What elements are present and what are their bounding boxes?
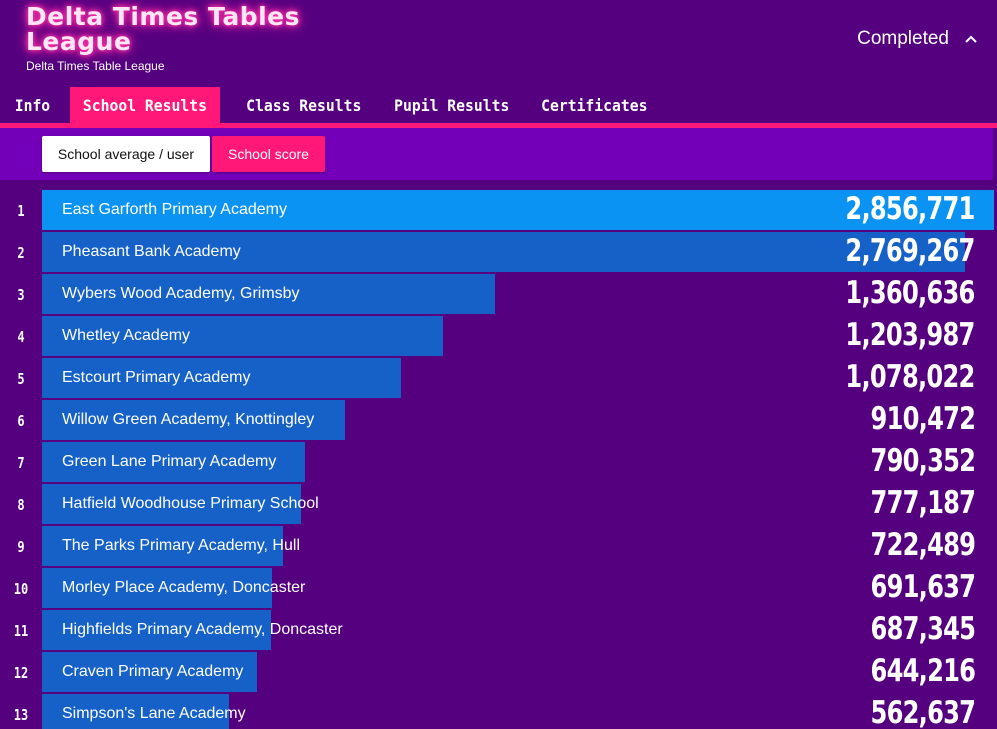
school-score: 2,856,771 [845,191,976,227]
school-score: 790,352 [870,443,975,479]
score-bar [42,442,305,482]
school-score-button[interactable]: School score [212,136,325,172]
score-bar [42,274,495,314]
school-name: Morley Place Academy, Doncaster [62,579,306,596]
score-bar [42,568,272,608]
app-title: Delta Times Tables League [26,2,301,56]
rank-number: 8 [17,496,25,514]
result-row[interactable]: 11 Highfields Primary Academy, Doncaster 6… [0,610,997,652]
score-bar [42,232,965,272]
school-score: 2,769,267 [845,233,976,269]
result-row[interactable]: 10 Morley Place Academy, Doncaster 691,637 [0,568,997,610]
school-name: Hatfield Woodhouse Primary School [62,495,319,512]
score-bar [42,190,994,230]
school-score: 644,216 [870,653,975,689]
score-bar [42,358,401,398]
school-name: Whetley Academy [62,327,191,344]
tab-certificates[interactable]: Certificates [540,95,648,115]
school-score: 1,078,022 [845,359,976,395]
school-name: Simpson's Lane Academy [62,705,246,722]
results-list: 1 East Garforth Primary Academy 2,856,771 2… [0,190,997,729]
tab-school-results[interactable]: School Results [69,87,220,123]
view-toggle-bar: School average / user School score [0,128,993,180]
tab-info[interactable]: Info [14,95,51,115]
result-row[interactable]: 7 Green Lane Primary Academy 790,352 [0,442,997,484]
school-name: The Parks Primary Academy, Hull [62,537,300,554]
rank-number: 3 [17,286,25,304]
score-bar [42,526,283,566]
score-bar [42,652,257,692]
school-name: Wybers Wood Academy, Grimsby [62,285,300,302]
score-bar [42,400,345,440]
school-name: Estcourt Primary Academy [62,369,251,386]
school-score: 691,637 [870,569,975,605]
school-average-button[interactable]: School average / user [42,136,210,172]
school-name: Green Lane Primary Academy [62,453,277,470]
tab-class-results[interactable]: Class Results [246,95,362,115]
result-row[interactable]: 6 Willow Green Academy, Knottingley 910,47… [0,400,997,442]
school-score: 1,203,987 [845,317,976,353]
status-toggle[interactable]: Completed [857,28,979,50]
status-label: Completed [857,28,949,49]
app-header: Delta Times Tables League Delta Times Ta… [0,0,997,86]
rank-number: 12 [13,664,29,682]
school-score: 722,489 [870,527,975,563]
result-row[interactable]: 12 Craven Primary Academy 644,216 [0,652,997,694]
result-row[interactable]: 8 Hatfield Woodhouse Primary School 777,18… [0,484,997,526]
rank-number: 4 [17,328,25,346]
school-name: East Garforth Primary Academy [62,201,287,218]
result-row[interactable]: 3 Wybers Wood Academy, Grimsby 1,360,636 [0,274,997,316]
tab-underline [0,123,997,128]
rank-number: 1 [17,202,25,220]
rank-number: 10 [13,580,29,598]
score-bar [42,610,271,650]
result-row[interactable]: 9 The Parks Primary Academy, Hull 722,489 [0,526,997,568]
rank-number: 6 [17,412,25,430]
score-bar [42,484,301,524]
rank-number: 9 [17,538,25,556]
school-score: 562,637 [870,695,975,729]
result-row[interactable]: 5 Estcourt Primary Academy 1,078,022 [0,358,997,400]
app-subtitle: Delta Times Table League [26,59,165,73]
results-tabs: Info School Results Class Results Pupil … [0,87,668,123]
result-row[interactable]: 4 Whetley Academy 1,203,987 [0,316,997,358]
school-score: 1,360,636 [845,275,976,311]
school-score: 777,187 [870,485,975,521]
score-bar [42,316,443,356]
school-name: Craven Primary Academy [62,663,244,680]
result-row[interactable]: 13 Simpson's Lane Academy 562,637 [0,694,997,729]
rank-number: 5 [17,370,25,388]
school-score: 910,472 [870,401,975,437]
score-bar [42,694,229,729]
chevron-up-icon [963,31,979,47]
school-name: Highfields Primary Academy, Doncaster [62,621,343,638]
rank-number: 2 [17,244,25,262]
rank-number: 13 [13,706,29,724]
school-name: Willow Green Academy, Knottingley [62,411,315,428]
school-name: Pheasant Bank Academy [62,243,241,260]
tab-pupil-results[interactable]: Pupil Results [393,95,509,115]
result-row[interactable]: 1 East Garforth Primary Academy 2,856,771 [0,190,997,232]
result-row[interactable]: 2 Pheasant Bank Academy 2,769,267 [0,232,997,274]
school-score: 687,345 [870,611,975,647]
rank-number: 11 [13,622,29,640]
rank-number: 7 [17,454,25,472]
